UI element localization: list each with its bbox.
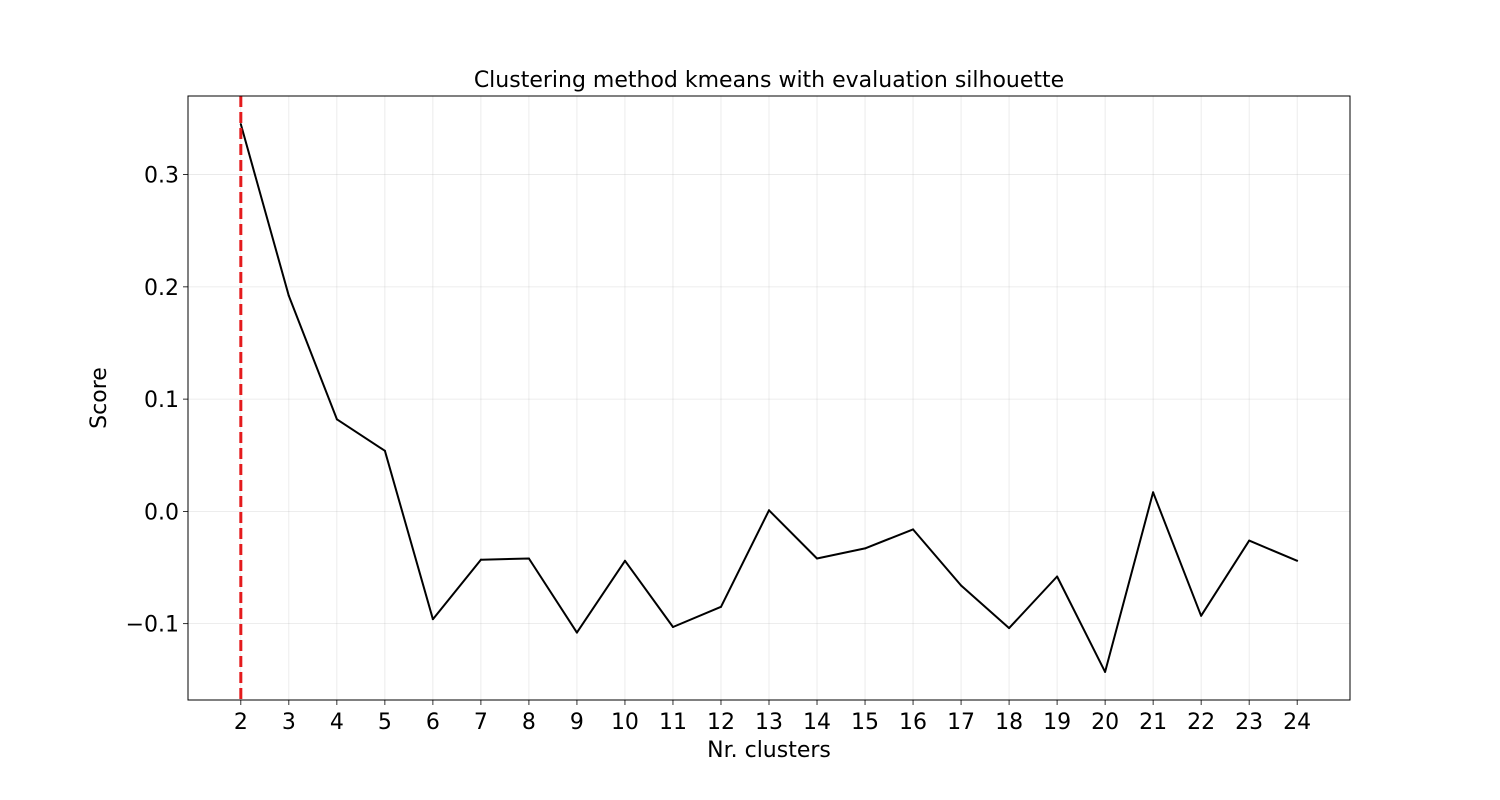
data-point [527, 557, 530, 560]
x-tick-label: 12 [707, 710, 735, 735]
x-tick-label: 13 [755, 710, 783, 735]
x-tick-label: 20 [1091, 710, 1119, 735]
x-tick-label: 24 [1283, 710, 1311, 735]
x-tick-label: 10 [611, 710, 639, 735]
x-tick-label: 23 [1235, 710, 1263, 735]
data-point [816, 557, 819, 560]
data-point [431, 618, 434, 621]
x-tick-label: 22 [1187, 710, 1215, 735]
axis-ticks: 2 3 4 5 6 7 8 9 10 11 12 13 14 15 16 17 18 19 20 21 22 23 24−0… [126, 164, 1312, 735]
data-point [623, 559, 626, 562]
x-tick-label: 17 [947, 710, 975, 735]
data-point [239, 123, 242, 126]
series-layer [239, 123, 1299, 673]
data-point [1296, 559, 1299, 562]
data-point [1056, 575, 1059, 578]
y-tick-label: 0.0 [144, 500, 179, 525]
chart-title: Clustering method kmeans with evaluation… [474, 68, 1064, 93]
data-point [864, 547, 867, 550]
data-point [671, 626, 674, 629]
data-point [383, 449, 386, 452]
x-tick-label: 3 [282, 710, 296, 735]
x-axis-label: Nr. clusters [707, 738, 831, 763]
x-tick-label: 16 [899, 710, 927, 735]
x-tick-label: 15 [851, 710, 879, 735]
y-tick-label: 0.3 [144, 164, 179, 189]
data-point [1008, 627, 1011, 630]
data-point [1152, 491, 1155, 494]
data-point [335, 418, 338, 421]
y-tick-label: −0.1 [126, 613, 179, 638]
x-tick-label: 4 [330, 710, 344, 735]
data-point [1104, 670, 1107, 673]
x-tick-label: 7 [474, 710, 488, 735]
data-point [912, 528, 915, 531]
x-tick-label: 6 [426, 710, 440, 735]
data-point [719, 605, 722, 608]
data-point [1200, 614, 1203, 617]
data-point [287, 294, 290, 297]
x-tick-label: 21 [1139, 710, 1167, 735]
x-tick-label: 11 [659, 710, 687, 735]
y-tick-label: 0.2 [144, 276, 179, 301]
x-tick-label: 2 [234, 710, 248, 735]
x-tick-label: 14 [803, 710, 831, 735]
y-tick-label: 0.1 [144, 388, 179, 413]
data-point [479, 558, 482, 561]
y-axis-label: Score [87, 367, 112, 429]
x-tick-label: 19 [1043, 710, 1071, 735]
plot-frame [187, 95, 1351, 701]
x-tick-label: 18 [995, 710, 1023, 735]
x-tick-label: 8 [522, 710, 536, 735]
x-tick-label: 5 [378, 710, 392, 735]
data-point [960, 584, 963, 587]
x-tick-label: 9 [570, 710, 584, 735]
data-point [1248, 539, 1251, 542]
data-point [575, 631, 578, 634]
data-point [768, 509, 770, 512]
